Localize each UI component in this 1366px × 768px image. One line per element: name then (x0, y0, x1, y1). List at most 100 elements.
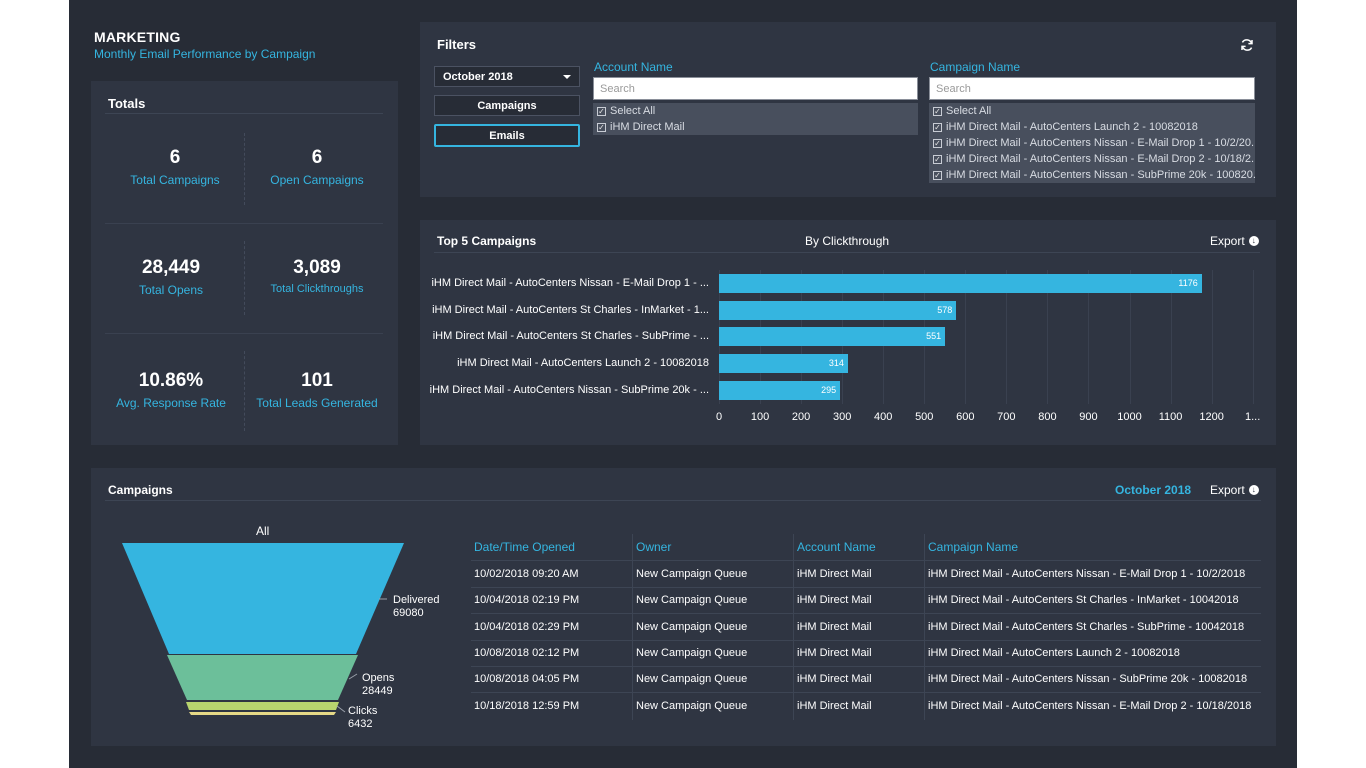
list-item[interactable]: ✓ iHM Direct Mail - AutoCenters Launch 2 … (933, 121, 1198, 133)
x-tick-label: 1000 (1117, 411, 1142, 423)
campaigns-button[interactable]: Campaigns (434, 95, 580, 116)
bar[interactable] (719, 380, 841, 400)
cell-campaign: iHM Direct Mail - AutoCenters Launch 2 -… (928, 646, 1180, 659)
chevron-down-icon (563, 75, 571, 79)
download-icon: ↓ (1248, 236, 1259, 246)
grid-line (1088, 270, 1090, 404)
bar-value-label: 1176 (1178, 278, 1198, 288)
bar-value-label: 551 (926, 331, 942, 342)
cell-date: 10/04/2018 02:19 PM (474, 594, 580, 607)
stat-label: Total Campaigns (130, 173, 220, 187)
period-select[interactable]: October 2018 (434, 66, 580, 87)
account-list[interactable]: ✓ Select All ✓ iHM Direct Mail (593, 103, 918, 135)
cell-campaign: iHM Direct Mail - AutoCenters St Charles… (928, 594, 1239, 607)
cell-date: 10/04/2018 02:29 PM (474, 620, 580, 633)
x-tick-label: 800 (1038, 411, 1057, 423)
cell-date: 10/08/2018 02:12 PM (474, 646, 580, 659)
stat-value: 101 (301, 370, 333, 391)
stat-value: 6 (311, 147, 323, 168)
cell-date: 10/02/2018 09:20 AM (474, 568, 579, 580)
campaign-list[interactable]: ✓ Select All ✓ iHM Direct Mail - AutoCente… (929, 103, 1255, 183)
category-label: iHM Direct Mail - AutoCenters Launch 2 -… (457, 357, 709, 370)
cell-account: iHM Direct Mail (797, 646, 872, 659)
bar-value-label: 314 (828, 358, 844, 369)
bar[interactable] (719, 274, 1202, 293)
checkbox-checked-icon: ✓ (933, 154, 942, 164)
campaigns-title: Campaigns (108, 483, 173, 497)
bar[interactable] (719, 327, 946, 347)
account-search-input[interactable]: Search (593, 77, 918, 100)
checkbox-checked-icon: ✓ (933, 106, 942, 116)
stat-value: 28,449 (141, 257, 201, 278)
grid-line (1170, 270, 1172, 404)
account-name-label: Account Name (594, 60, 673, 74)
cell-account: iHM Direct Mail (797, 568, 872, 580)
cell-account: iHM Direct Mail (797, 594, 872, 607)
cell-campaign: iHM Direct Mail - AutoCenters Nissan - E… (928, 568, 1246, 580)
x-tick-label: 900 (1079, 411, 1098, 423)
totals-title: Totals (108, 96, 146, 111)
list-item[interactable]: ✓ iHM Direct Mail - AutoCenters Nissan - … (933, 137, 1255, 149)
grid-line (1252, 270, 1254, 404)
column-header-account[interactable]: Account Name (797, 540, 876, 554)
cell-date: 10/08/2018 04:05 PM (474, 673, 580, 686)
x-tick-label: 400 (874, 411, 893, 423)
top5-subtitle: By Clickthrough (805, 234, 890, 248)
top5-bar-chart: 0 100 200 300 400 500 600 700 800 900 1000 1100 1200… (420, 220, 1276, 445)
bar[interactable] (719, 354, 848, 374)
cell-campaign: iHM Direct Mail - AutoCenters Nissan - E… (928, 699, 1252, 712)
funnel-leads-segment (189, 712, 336, 715)
top5-export-button[interactable]: Export ↓ (1210, 234, 1259, 248)
bar-value-label: 578 (937, 304, 953, 315)
funnel-chart (122, 543, 404, 715)
category-label: iHM Direct Mail - AutoCenters St Charles… (432, 330, 709, 343)
page-subtitle: Monthly Email Performance by Campaign (94, 47, 316, 61)
list-item[interactable]: ✓ Select All (933, 105, 992, 117)
list-item[interactable]: ✓ Select All (597, 105, 656, 117)
cell-owner: New Campaign Queue (636, 699, 748, 712)
campaigns-period[interactable]: October 2018 (1115, 483, 1192, 497)
cell-account: iHM Direct Mail (797, 699, 872, 712)
bar[interactable] (719, 300, 957, 320)
total-leads-stat: 101 Total Leads Generated (246, 370, 388, 410)
funnel-clicks-segment (186, 702, 339, 710)
stat-label: Avg. Response Rate (116, 396, 226, 410)
column-header-date[interactable]: Date/Time Opened (474, 540, 575, 554)
campaigns-export-button[interactable]: Export ↓ (1210, 483, 1259, 497)
cell-owner: New Campaign Queue (636, 594, 748, 607)
top5-panel: Top 5 Campaigns By Clickthrough Export ↓… (420, 220, 1276, 445)
category-label: iHM Direct Mail - AutoCenters St Charles… (432, 303, 709, 316)
x-tick-label: 0 (715, 411, 723, 423)
grid-line (1129, 270, 1131, 404)
stat-value: 3,089 (293, 257, 341, 278)
funnel-delivered-segment (122, 543, 404, 654)
total-clickthroughs-stat: 3,089 Total Clickthroughs (246, 257, 388, 295)
checkbox-checked-icon: ✓ (933, 122, 942, 132)
emails-button[interactable]: Emails (434, 124, 580, 147)
cell-campaign: iHM Direct Mail - AutoCenters St Charles… (928, 620, 1245, 633)
column-header-campaign[interactable]: Campaign Name (928, 540, 1019, 554)
dashboard: MARKETING Monthly Email Performance by C… (69, 0, 1297, 768)
x-tick-label: 200 (791, 411, 811, 423)
stat-value: 6 (169, 147, 181, 168)
filters-panel: Filters October 2018 Campaigns Emails Ac… (420, 22, 1276, 197)
total-campaigns-stat: 6 Total Campaigns (105, 147, 245, 187)
grid-line (1006, 270, 1008, 404)
list-item[interactable]: ✓ iHM Direct Mail - AutoCenters Nissan - … (933, 153, 1255, 165)
cell-campaign: iHM Direct Mail - AutoCenters Nissan - S… (928, 673, 1248, 686)
x-tick-label: 600 (956, 411, 975, 423)
x-tick-label: 100 (750, 411, 770, 423)
refresh-icon[interactable] (1240, 38, 1254, 52)
list-item[interactable]: ✓ iHM Direct Mail - AutoCenters Nissan - … (933, 169, 1255, 181)
funnel-opens-segment (167, 655, 358, 700)
list-item[interactable]: ✓ iHM Direct Mail (597, 121, 685, 133)
x-tick-label: 1... (1244, 411, 1261, 423)
cell-owner: New Campaign Queue (636, 568, 748, 580)
x-tick-label: 300 (832, 411, 852, 423)
campaign-search-input[interactable]: Search (929, 77, 1255, 100)
checkbox-checked-icon: ✓ (597, 122, 606, 132)
stat-label: Open Campaigns (270, 173, 364, 187)
totals-panel: Totals 6 Total Campaigns 6 Open Campaign… (91, 81, 398, 445)
cell-owner: New Campaign Queue (636, 620, 748, 633)
column-header-owner[interactable]: Owner (636, 540, 672, 554)
